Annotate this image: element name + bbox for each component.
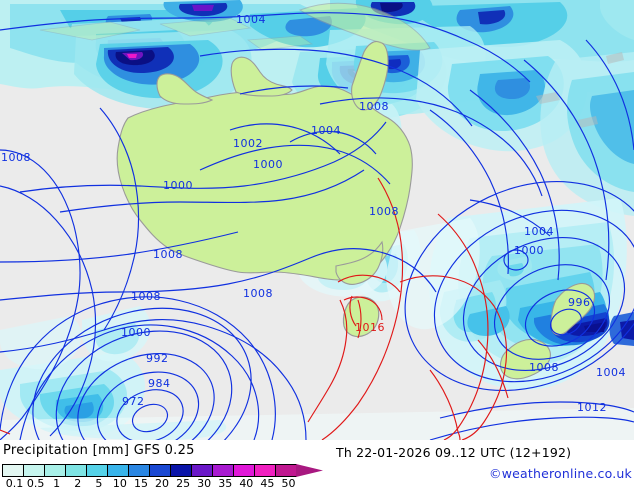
map-canvas: [0, 0, 634, 440]
colorbar-tick: 35: [218, 477, 233, 490]
colorbar-swatch: [66, 465, 87, 476]
isobars-blue: [0, 12, 634, 440]
colorbar-swatch: [234, 465, 255, 476]
colorbar-swatch: [150, 465, 171, 476]
colorbar-swatch: [45, 465, 66, 476]
colorbar-tick: 20: [155, 477, 170, 490]
colorbar-tick: 25: [176, 477, 191, 490]
colorbar-overflow-arrow: [296, 464, 323, 477]
isobars-red: [0, 177, 509, 440]
colorbar-swatches: [2, 464, 297, 477]
colorbar-tick: 5: [95, 477, 103, 490]
colorbar-tick: 10: [112, 477, 127, 490]
colorbar-swatch: [192, 465, 213, 476]
colorbar-tick: 2: [74, 477, 82, 490]
colorbar-swatch: [108, 465, 129, 476]
forecast-datestamp: Th 22-01-2026 09..12 UTC (12+192): [336, 445, 572, 460]
precipitation-map[interactable]: 1004 1008 1004 1002 1000 1000 1008 1008 …: [0, 0, 634, 440]
colorbar-swatch: [129, 465, 150, 476]
map-footer: Precipitation [mm] GFS 0.25 Th 22-01-202…: [0, 440, 634, 490]
colorbar-tick: 50: [281, 477, 296, 490]
precipitation-field: [0, 0, 634, 440]
colorbar-tick: 0.1: [5, 477, 24, 490]
colorbar-tick: 1: [53, 477, 61, 490]
colorbar-tick-labels: 0.1 0.5 1 2 5 10 15 20 25 30 35 40 45 50: [2, 477, 297, 490]
colorbar-swatch: [24, 465, 45, 476]
colorbar-swatch: [213, 465, 234, 476]
legend-title: Precipitation [mm] GFS 0.25: [3, 443, 195, 458]
colorbar-tick: 45: [260, 477, 275, 490]
colorbar-swatch: [171, 465, 192, 476]
colorbar-swatch: [276, 465, 296, 476]
colorbar-swatch: [3, 465, 24, 476]
colorbar-swatch: [255, 465, 276, 476]
colorbar-tick: 0.5: [26, 477, 45, 490]
colorbar-tick: 40: [239, 477, 254, 490]
colorbar-tick: 15: [133, 477, 148, 490]
isobar-layer: [0, 12, 634, 440]
colorbar-tick: 30: [197, 477, 212, 490]
precipitation-colorbar[interactable]: 0.1 0.5 1 2 5 10 15 20 25 30 35 40 45 50: [2, 464, 324, 490]
colorbar-swatch: [87, 465, 108, 476]
copyright-notice: ©weatheronline.co.uk: [489, 466, 632, 481]
